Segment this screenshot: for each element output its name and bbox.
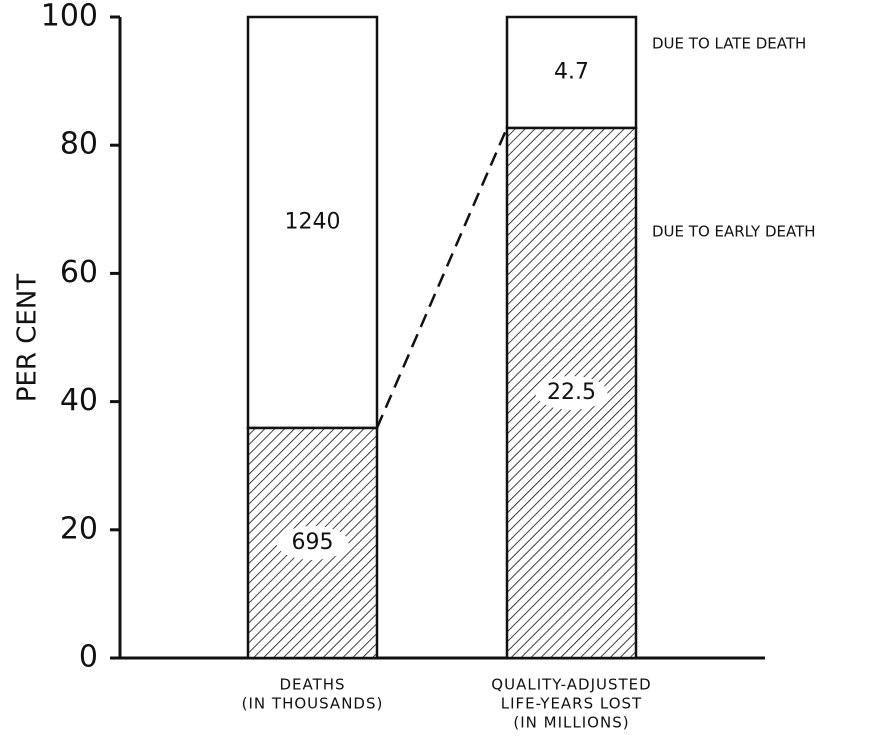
y-tick-label: 40: [60, 383, 98, 418]
segment-label: 1240: [285, 209, 341, 234]
y-tick-label: 60: [60, 255, 98, 290]
bar-segment: [246, 15, 379, 430]
label-background: [535, 375, 608, 410]
y-tick-label: 100: [41, 0, 98, 34]
connector: [375, 127, 509, 429]
x-tick-label: (IN MILLIONS): [513, 714, 629, 732]
legend-label: DUE TO LATE DEATH: [652, 35, 806, 53]
label-background: [276, 525, 349, 560]
x-tick-label: LIFE-YEARS LOST: [501, 695, 642, 713]
x-tick-label: (IN THOUSANDS): [242, 695, 384, 713]
y-tick-label: 20: [60, 511, 98, 546]
x-tick-label: DEATHS: [279, 676, 345, 694]
y-axis-label: PER CENT: [13, 274, 43, 402]
segment-label: 4.7: [554, 59, 589, 84]
legend-label: DUE TO EARLY DEATH: [652, 222, 816, 240]
bar-segment: [505, 15, 638, 130]
segment-label: 22.5: [547, 380, 596, 405]
segment-label: 695: [292, 530, 334, 555]
x-tick-label: QUALITY-ADJUSTED: [491, 676, 651, 694]
y-tick-label: 80: [60, 127, 98, 162]
y-tick-label: 0: [79, 640, 98, 675]
